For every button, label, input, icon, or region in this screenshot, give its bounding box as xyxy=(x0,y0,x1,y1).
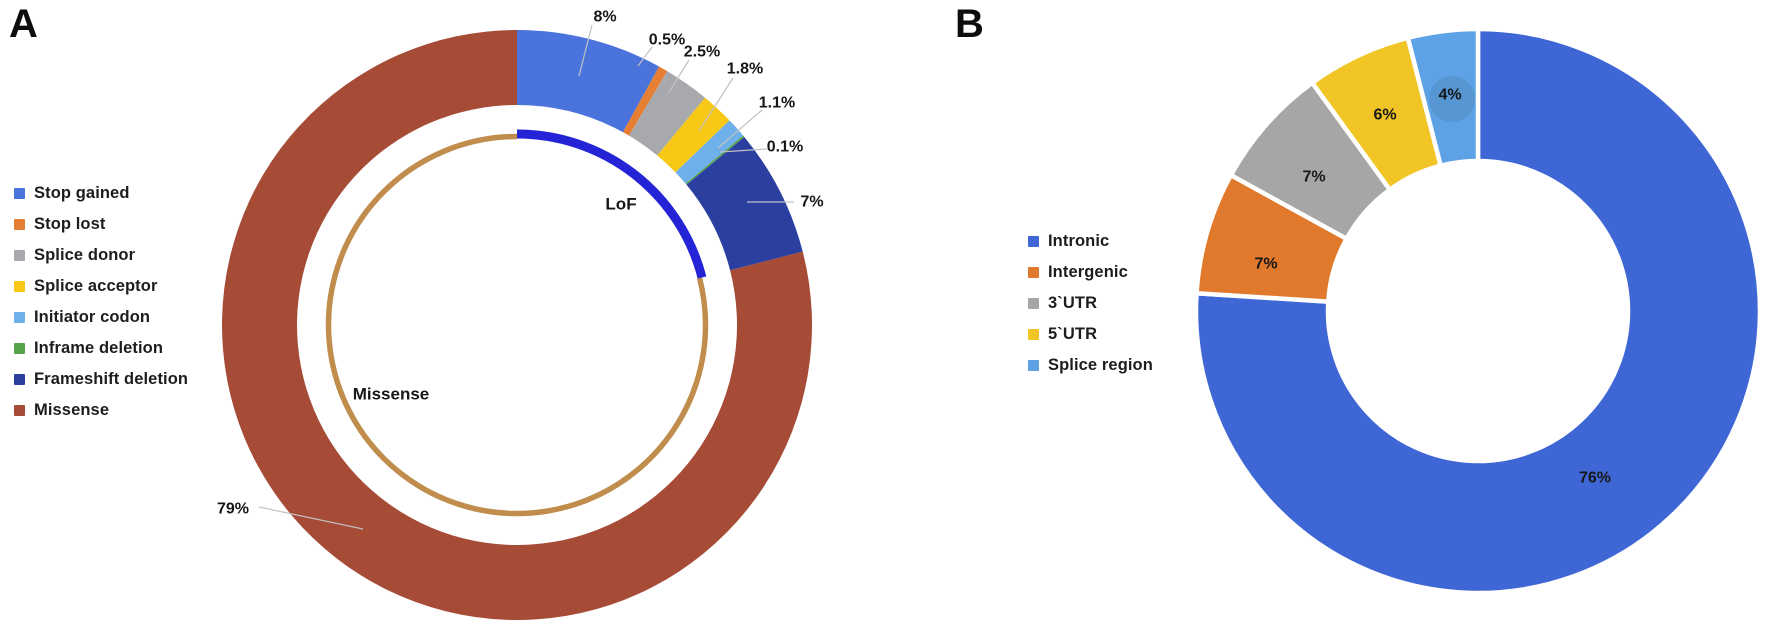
legend-label: Intronic xyxy=(1048,232,1110,250)
percent-label: 79% xyxy=(217,501,249,518)
legend-genomic-regions: Intronic Intergenic 3`UTR 5`UTR Splice regio… xyxy=(1028,232,1153,387)
percent-label: 7% xyxy=(1254,256,1277,273)
ring-section-label: LoF xyxy=(605,195,636,214)
label-halo xyxy=(1429,76,1475,122)
panel-b-label: B xyxy=(955,2,984,46)
percent-label: 7% xyxy=(1302,169,1325,186)
leader-line xyxy=(698,77,734,132)
leader-line xyxy=(578,24,593,77)
legend-label: Stop gained xyxy=(34,184,130,202)
legend-swatch-icon xyxy=(14,281,25,292)
slice-stop-gained xyxy=(517,30,660,133)
legend-label: 5`UTR xyxy=(1048,325,1098,343)
slice-splice-region xyxy=(1405,26,1481,169)
slice-splice-donor xyxy=(628,71,706,156)
percent-label: 1.1% xyxy=(759,95,795,112)
legend-item-5-utr: 5`UTR xyxy=(1028,325,1153,344)
percent-label: 1.8% xyxy=(727,61,763,78)
legend-swatch-icon xyxy=(14,250,25,261)
legend-label: Intergenic xyxy=(1048,263,1128,281)
legend-label: Splice donor xyxy=(34,246,136,264)
legend-item-intergenic: Intergenic xyxy=(1028,263,1153,282)
inner-ring-lof xyxy=(516,129,707,279)
legend-item-intronic: Intronic xyxy=(1028,232,1153,251)
panel-a-label: A xyxy=(9,2,38,46)
slice-stop-lost xyxy=(622,66,668,136)
legend-swatch-icon xyxy=(1028,298,1039,309)
legend-item-3-utr: 3`UTR xyxy=(1028,294,1153,313)
legend-label: Splice acceptor xyxy=(34,277,158,295)
legend-label: Inframe deletion xyxy=(34,339,164,357)
percent-label: 7% xyxy=(800,194,823,211)
legend-label: Initiator codon xyxy=(34,308,151,326)
slice-initiator-codon xyxy=(675,120,744,184)
legend-item-missense: Missense xyxy=(14,401,188,420)
legend-item-frameshift-deletion: Frameshift deletion xyxy=(14,370,188,389)
legend-swatch-icon xyxy=(1028,360,1039,371)
percent-label: 0.5% xyxy=(649,32,685,49)
legend-item-stop-gained: Stop gained xyxy=(14,184,188,203)
legend-swatch-icon xyxy=(1028,329,1039,340)
leader-line xyxy=(637,46,653,67)
legend-label: Missense xyxy=(34,401,110,419)
legend-item-splice-acceptor: Splice acceptor xyxy=(14,277,188,296)
slice-inframe-deletion xyxy=(685,135,745,185)
legend-swatch-icon xyxy=(1028,236,1039,247)
legend-swatch-icon xyxy=(14,374,25,385)
inner-ring-missense xyxy=(325,133,709,517)
legend-swatch-icon xyxy=(14,188,25,199)
ring-section-label: Missense xyxy=(353,385,430,404)
leader-line xyxy=(668,59,690,93)
percent-label: 8% xyxy=(593,9,616,26)
legend-label: Splice region xyxy=(1048,356,1153,374)
leader-line xyxy=(258,506,364,530)
legend-swatch-icon xyxy=(14,405,25,416)
legend-item-stop-lost: Stop lost xyxy=(14,215,188,234)
legend-swatch-icon xyxy=(14,219,25,230)
percent-label: 0.1% xyxy=(767,139,803,156)
legend-label: Frameshift deletion xyxy=(34,370,189,388)
percent-label: 76% xyxy=(1579,470,1611,487)
leader-line xyxy=(719,148,768,153)
slice-frameshift-deletion xyxy=(686,136,803,271)
percent-label: 2.5% xyxy=(684,44,720,61)
legend-label: Stop lost xyxy=(34,215,106,233)
legend-consequence-types: Stop gained Stop lost Splice donor Splice a… xyxy=(14,184,188,432)
legend-item-splice-donor: Splice donor xyxy=(14,246,188,265)
leader-line xyxy=(717,109,763,149)
percent-label: 6% xyxy=(1373,107,1396,124)
legend-swatch-icon xyxy=(1028,267,1039,278)
legend-item-initiator-codon: Initiator codon xyxy=(14,308,188,327)
slice-intronic xyxy=(1193,26,1763,596)
percent-label: 4% xyxy=(1438,87,1461,104)
legend-swatch-icon xyxy=(14,312,25,323)
legend-item-inframe-deletion: Inframe deletion xyxy=(14,339,188,358)
legend-swatch-icon xyxy=(14,343,25,354)
legend-item-splice-region: Splice region xyxy=(1028,356,1153,375)
legend-label: 3`UTR xyxy=(1048,294,1098,312)
slice-splice-acceptor xyxy=(657,97,730,173)
